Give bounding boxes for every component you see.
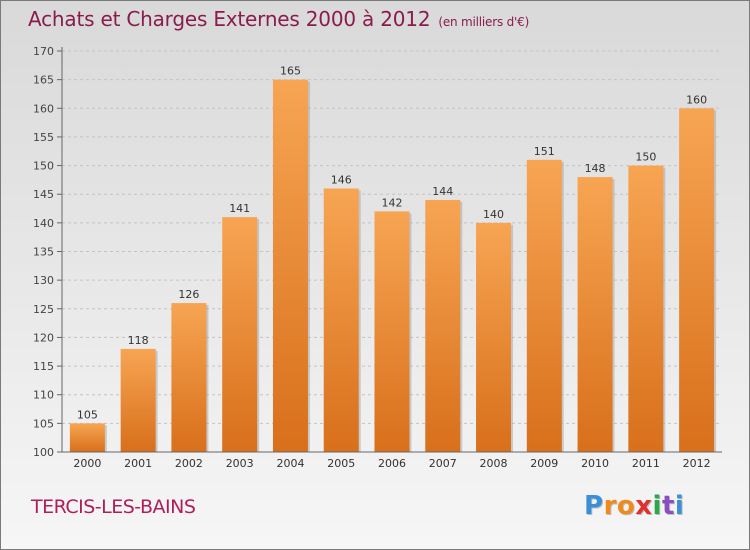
x-axis: 2000 2001 2002 2003 2004 2005 2006 2007 2008 2009…: [62, 451, 722, 470]
bar: [323, 188, 359, 452]
bar: [171, 303, 207, 452]
x-tick-label: 2011: [632, 457, 660, 470]
y-tick-label: 150: [33, 160, 54, 173]
y-axis: 100 105 110 115 120 125 130 135 140 145 150 155 160 1…: [33, 45, 63, 459]
bars: 105 118 126 141 165 146 142 144 140 151 148 150 160: [69, 65, 717, 453]
y-tick-label: 145: [33, 188, 54, 201]
bar-value-label: 148: [585, 162, 606, 175]
bar: [577, 177, 613, 452]
proxiti-logo: Proxiti: [584, 491, 684, 521]
logo-letter: i: [652, 491, 662, 521]
x-tick-label: 2004: [276, 457, 304, 470]
chart-subtitle: (en milliers d'€): [438, 15, 530, 29]
logo-letter: x: [635, 491, 653, 521]
y-tick-label: 135: [33, 246, 54, 259]
logo-letter: t: [661, 491, 675, 521]
chart-title: Achats et Charges Externes 2000 à 2012 (e…: [28, 7, 529, 31]
commune-name: TERCIS-LES-BAINS: [31, 496, 196, 518]
bar-value-label: 160: [686, 93, 707, 106]
x-tick-label: 2000: [73, 457, 101, 470]
bar: [425, 199, 461, 452]
bar-value-label: 126: [178, 288, 199, 301]
x-tick-label: 2001: [124, 457, 152, 470]
bar: [476, 222, 512, 452]
x-tick-label: 2012: [683, 457, 711, 470]
y-tick-label: 160: [33, 102, 54, 115]
y-tick-label: 125: [33, 303, 54, 316]
y-tick-label: 105: [33, 417, 54, 430]
y-tick-label: 165: [33, 74, 54, 87]
bar-value-label: 151: [534, 145, 555, 158]
bar-value-label: 140: [483, 208, 504, 221]
y-tick-label: 140: [33, 217, 54, 230]
bar: [628, 165, 664, 453]
x-tick-label: 2006: [378, 457, 406, 470]
bar: [69, 423, 105, 452]
y-tick-label: 100: [33, 446, 54, 459]
y-tick-label: 155: [33, 131, 54, 144]
title-text: Achats et Charges Externes 2000 à 2012: [28, 7, 431, 31]
bar: [222, 217, 258, 452]
y-tick-label: 115: [33, 360, 54, 373]
bar: [120, 348, 156, 452]
bar: [374, 211, 410, 452]
bar: [526, 159, 562, 453]
bar-value-label: 142: [382, 196, 403, 209]
bar-value-label: 118: [128, 334, 149, 347]
x-tick-label: 2005: [327, 457, 355, 470]
x-tick-label: 2009: [530, 457, 558, 470]
bar-value-label: 105: [77, 408, 98, 421]
y-tick-label: 170: [33, 45, 54, 58]
logo-letter: i: [674, 491, 685, 521]
logo-letter: r: [603, 491, 617, 521]
bar-value-label: 150: [635, 151, 656, 164]
bar: [679, 108, 715, 453]
x-tick-label: 2008: [480, 457, 508, 470]
bar-value-label: 141: [229, 202, 250, 215]
bar-value-label: 146: [331, 173, 352, 186]
bar-value-label: 165: [280, 65, 301, 78]
x-tick-label: 2003: [226, 457, 254, 470]
y-tick-label: 120: [33, 331, 54, 344]
y-tick-label: 130: [33, 274, 54, 287]
y-tick-label: 110: [33, 389, 54, 402]
bar-value-label: 144: [432, 185, 453, 198]
x-tick-label: 2010: [581, 457, 609, 470]
logo-letter: P: [584, 491, 604, 521]
logo-letter: o: [616, 491, 636, 521]
x-tick-label: 2007: [429, 457, 457, 470]
x-tick-label: 2002: [175, 457, 203, 470]
bar: [272, 79, 308, 453]
